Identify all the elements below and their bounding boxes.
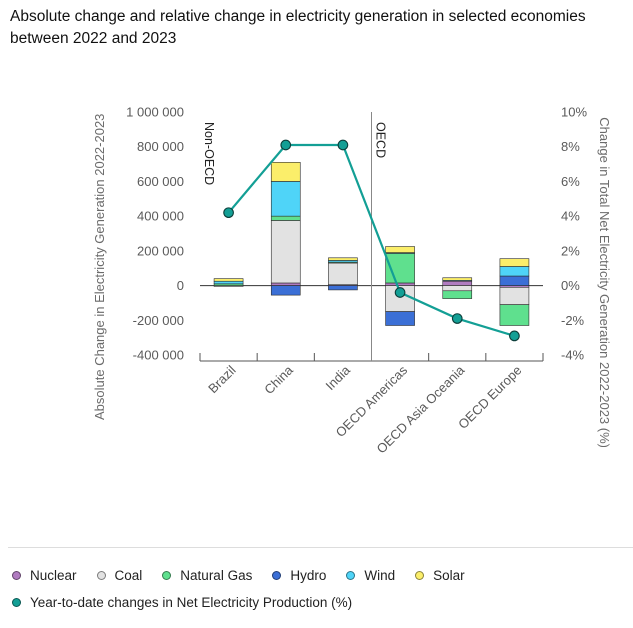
legend-item-solar[interactable]: Solar <box>415 568 465 583</box>
y-left-axis-title: Absolute Change in Electricity Generatio… <box>92 114 107 420</box>
region-label-oecd: OECD <box>374 122 388 158</box>
bar-segment-hydro[interactable] <box>270 285 301 296</box>
bar-segment-wind[interactable] <box>499 266 530 277</box>
legend-label: Solar <box>433 567 465 583</box>
line-point[interactable] <box>394 287 406 298</box>
bar-segment-coal[interactable] <box>499 287 530 305</box>
y-left-tick-label: 0 <box>177 278 184 293</box>
line-point[interactable] <box>337 139 349 151</box>
legend-row: Year-to-date changes in Net Electricity … <box>12 592 485 612</box>
bar-segment-solar[interactable] <box>270 162 301 182</box>
legend-label: Coal <box>114 567 143 583</box>
y-right-tick-label: -2% <box>561 313 585 328</box>
y-right-axis-title: Change in Total Net Electricity Generati… <box>597 117 612 448</box>
y-right-tick-label: 4% <box>561 209 580 224</box>
legend-marker-icon <box>96 570 106 580</box>
bar-segment-nuclear[interactable] <box>270 282 301 286</box>
bar-segment-hydro[interactable] <box>499 275 530 286</box>
y-left-tick-label: -200 000 <box>133 313 184 328</box>
y-right-tick-label: 6% <box>561 174 580 189</box>
legend-marker-icon <box>162 570 172 580</box>
y-left-tick-label: 400 000 <box>137 209 184 224</box>
chart-title: Absolute change and relative change in e… <box>10 8 586 47</box>
bar-segment-solar[interactable] <box>328 257 358 261</box>
bar-segment-solar[interactable] <box>213 278 244 282</box>
bars <box>213 162 530 326</box>
legend-line-marker-icon <box>12 597 21 607</box>
line-point[interactable] <box>280 139 292 151</box>
bar-segment-wind[interactable] <box>270 181 301 217</box>
y-left-tick-label: 600 000 <box>137 174 184 189</box>
bar-segment-natural-gas[interactable] <box>270 215 301 221</box>
bar-segment-solar[interactable] <box>442 277 473 281</box>
y-right-tick-label: 2% <box>561 243 580 258</box>
bar-segment-natural-gas[interactable] <box>442 290 473 299</box>
bar-segment-nuclear[interactable] <box>385 282 415 286</box>
x-tick-label: China <box>261 362 296 397</box>
chart-svg: 1 000 000 800 000 600 000 400 000 200 000 0 -2… <box>92 105 612 457</box>
legend-item-nuclear[interactable]: Nuclear <box>12 568 77 583</box>
line-series-path <box>227 143 515 337</box>
legend-item-coal[interactable]: Coal <box>96 567 143 583</box>
y-left-tick-label: 1 000 000 <box>126 105 184 120</box>
bar-segment-wind[interactable] <box>213 280 244 285</box>
bar-segment-hydro[interactable] <box>328 285 358 291</box>
bar-segment-natural-gas[interactable] <box>499 304 530 326</box>
legend-divider <box>8 547 633 548</box>
legend-marker-icon <box>272 570 282 580</box>
line-point[interactable] <box>223 207 234 219</box>
legend-item-line[interactable]: Year-to-date changes in Net Electricity … <box>12 595 352 610</box>
y-right-tick-label: 8% <box>561 139 580 154</box>
line-point[interactable] <box>509 330 520 342</box>
legend-marker-icon <box>12 570 21 580</box>
legend-item-wind[interactable]: Wind <box>346 568 395 583</box>
bar-segment-coal[interactable] <box>442 285 473 292</box>
line-series <box>223 139 520 342</box>
legend-row: Nuclear Coal Natural Gas Hydro Wind Solar <box>12 565 485 585</box>
y-left-tick-label: -400 000 <box>133 348 184 363</box>
bar-segment-coal[interactable] <box>328 262 358 286</box>
bar-segment-nuclear[interactable] <box>442 280 473 286</box>
legend-label: Hydro <box>290 567 327 583</box>
bar-segment-solar[interactable] <box>385 246 415 253</box>
y-left-tick-label: 200 000 <box>137 243 184 258</box>
legend-marker-icon <box>415 570 425 580</box>
legend-label: Nuclear <box>30 567 77 583</box>
legend-item-natural-gas[interactable]: Natural Gas <box>162 568 252 583</box>
y-right-tick-label: -4% <box>561 348 585 363</box>
y-right-tick-label: 10% <box>561 105 587 120</box>
legend-line-label: Year-to-date changes in Net Electricity … <box>30 594 353 610</box>
legend-label: Wind <box>364 567 396 583</box>
x-tick-label: Brazil <box>205 362 239 396</box>
y-left-tick-label: 800 000 <box>137 139 184 154</box>
legend: Nuclear Coal Natural Gas Hydro Wind Solar Yea… <box>12 565 485 619</box>
legend-marker-icon <box>346 570 356 580</box>
y-right-tick-label: 0% <box>561 278 580 293</box>
region-label-non-oecd: Non-OECD <box>202 122 216 185</box>
bar-segment-coal[interactable] <box>270 220 301 284</box>
legend-label: Natural Gas <box>180 567 253 583</box>
line-point[interactable] <box>451 313 463 324</box>
bar-segment-hydro[interactable] <box>385 311 415 326</box>
bar-segment-solar[interactable] <box>499 258 530 267</box>
tick-labels: 1 000 000 800 000 600 000 400 000 200 000 0 -2… <box>92 105 612 457</box>
legend-item-hydro[interactable]: Hydro <box>272 568 326 583</box>
x-tick-label: India <box>322 362 353 393</box>
axes <box>199 112 544 362</box>
